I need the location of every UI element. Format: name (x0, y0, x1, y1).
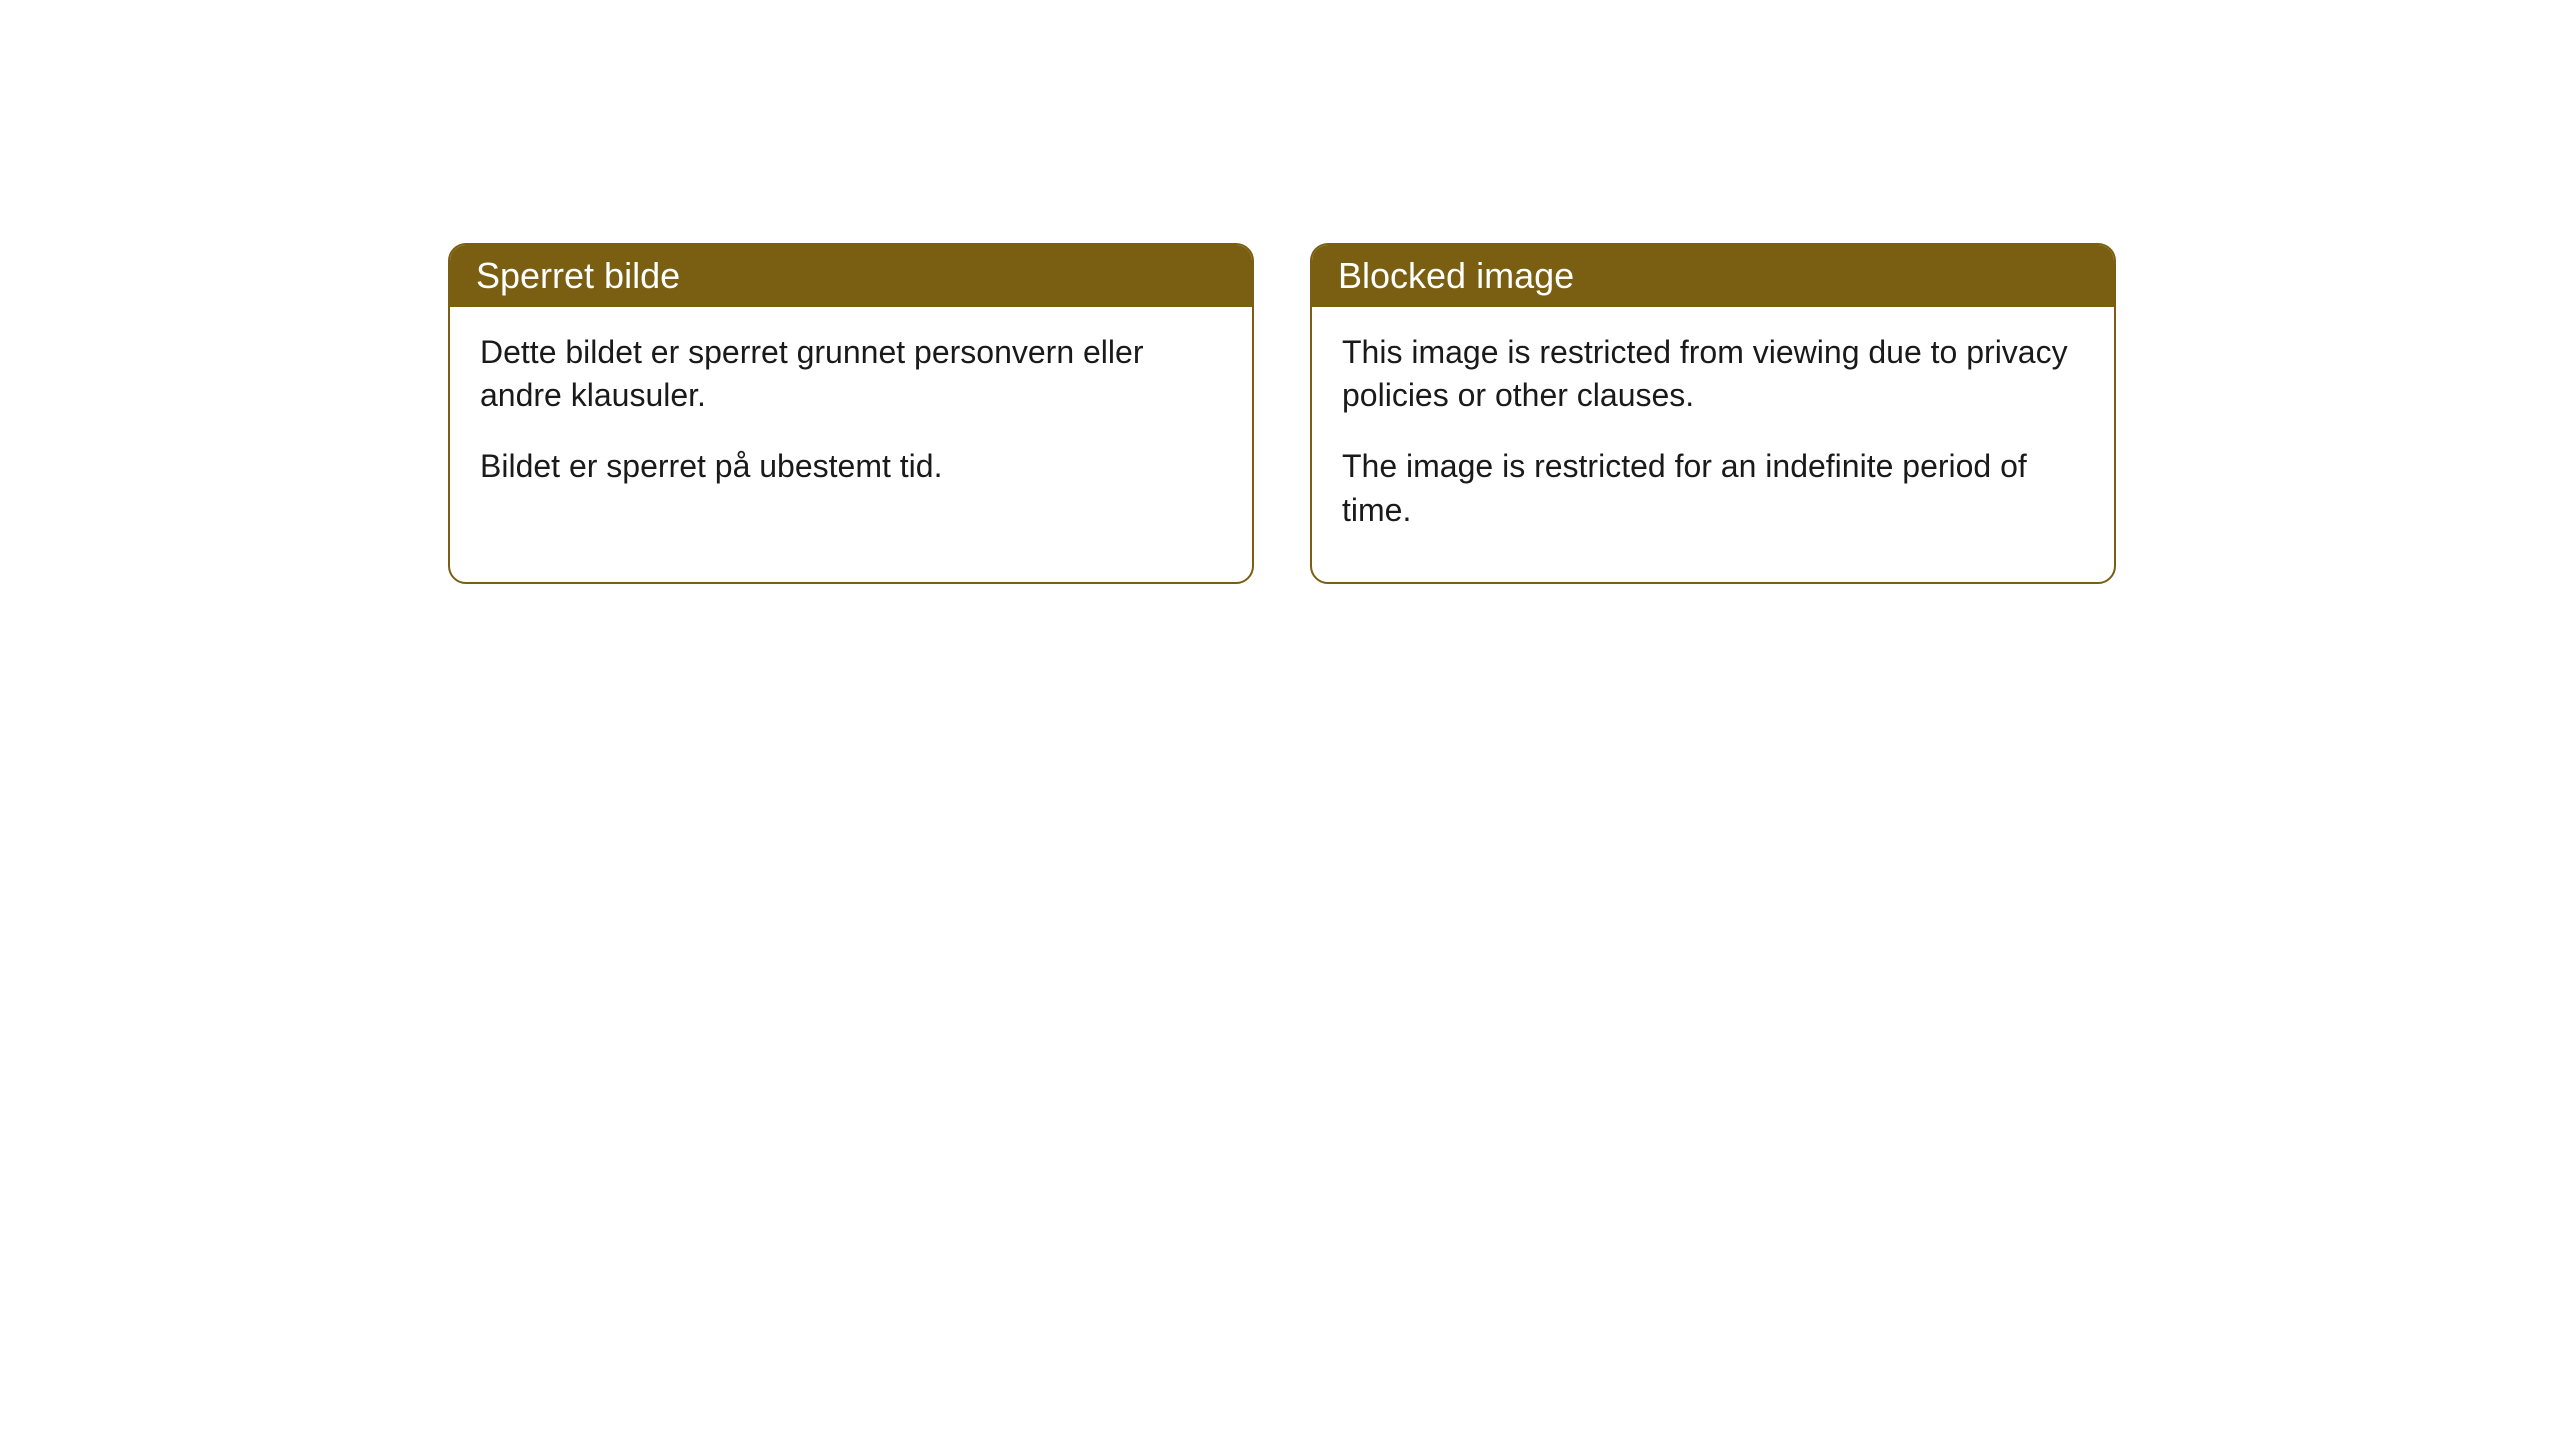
card-title: Sperret bilde (476, 255, 680, 296)
card-paragraph: Dette bildet er sperret grunnet personve… (480, 331, 1222, 417)
card-body: This image is restricted from viewing du… (1312, 307, 2114, 582)
card-body: Dette bildet er sperret grunnet personve… (450, 307, 1252, 539)
card-paragraph: Bildet er sperret på ubestemt tid. (480, 445, 1222, 488)
card-title: Blocked image (1338, 255, 1574, 296)
blocked-image-card-english: Blocked image This image is restricted f… (1310, 243, 2116, 584)
card-header: Blocked image (1312, 245, 2114, 307)
notice-cards-container: Sperret bilde Dette bildet er sperret gr… (448, 243, 2116, 584)
blocked-image-card-norwegian: Sperret bilde Dette bildet er sperret gr… (448, 243, 1254, 584)
card-paragraph: The image is restricted for an indefinit… (1342, 445, 2084, 531)
card-paragraph: This image is restricted from viewing du… (1342, 331, 2084, 417)
card-header: Sperret bilde (450, 245, 1252, 307)
